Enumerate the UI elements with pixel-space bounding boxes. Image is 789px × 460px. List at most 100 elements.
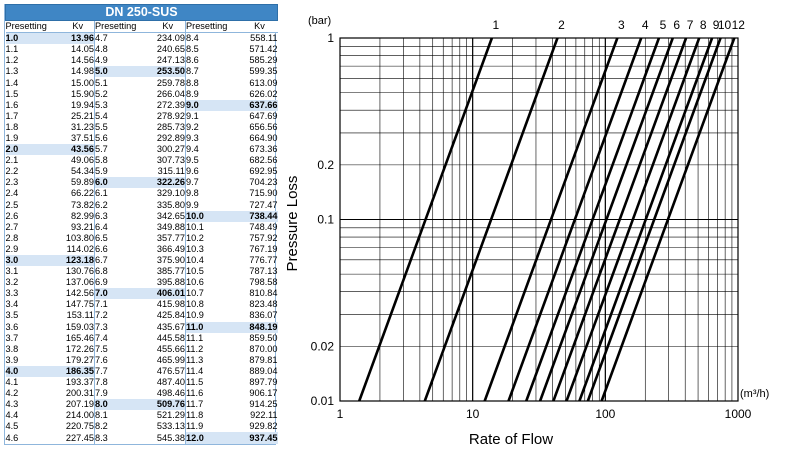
presetting-cell: 6.9 [94,277,151,289]
kv-cell: 165.46 [65,332,94,343]
presetting-cell: 5.8 [94,155,151,167]
kv-cell: 19.94 [71,99,94,110]
presetting-cell: 5.0 [94,66,151,78]
presetting-cell: 11.5 [185,377,242,389]
curve-line-10 [586,37,722,402]
x-tick-label: 100 [595,407,615,421]
kv-cell: 455.66 [156,343,185,354]
kv-header: Kv [61,19,95,34]
y-tick-labels: 1 0.2 0.1 0.02 0.01 [311,31,335,408]
presetting-cell: 7.3 [94,321,151,333]
kv-cell: 738.44 [241,210,278,222]
kv-cell: 509.76 [150,399,186,411]
presetting-cell: 6.0 [94,177,151,189]
curve-label-4: 4 [642,18,649,32]
presetting-cell: 7.5 [94,343,151,355]
curve-line-7 [552,37,688,402]
presetting-cell: 9.5 [185,155,242,167]
kv-cell: 315.11 [157,166,185,177]
presetting-cell: 2.7 [5,221,19,232]
presetting-cell: 3.6 [5,321,19,332]
y-tick-label: 0.2 [317,158,334,172]
table-row: 1.4 15.00 5.1 259.78 8.8 613.09 [6,77,278,89]
kv-cell: 810.84 [249,288,278,299]
kv-cell: 103.80 [65,232,94,243]
kv-cell: 349.88 [156,221,185,232]
presetting-cell: 1.9 [5,132,19,143]
kv-cell: 357.77 [156,232,185,243]
curve-line-9 [578,37,714,402]
presetting-cell: 10.6 [185,277,242,289]
table-row: 4.3 207.19 8.0 509.76 11.7 914.25 [5,399,278,411]
table-row: 1.1 14.05 4.8 240.65 8.5 571.42 [6,44,278,56]
presetting-cell: 5.2 [94,88,151,100]
kv-cell: 545.38 [156,432,185,443]
kv-cell: 757.92 [249,232,278,243]
presetting-cell: 8.8 [185,77,242,89]
presetting-cell: 4.8 [94,44,151,56]
table-row: 2.6 82.99 6.3 342.65 10.0 738.44 [5,210,278,222]
presetting-cell: 11.6 [185,388,242,400]
presetting-cell: 4.3 [5,399,19,410]
table-row: 3.3 142.56 7.0 406.01 10.7 810.84 [5,288,278,300]
kv-cell: 49.06 [71,155,94,166]
curve-label-3: 3 [618,18,625,32]
y-tick-label: 0.02 [311,339,335,353]
presetting-cell: 6.6 [94,243,151,255]
presetting-cell: 7.7 [94,365,151,377]
presetting-cell: 9.8 [185,188,242,200]
kv-cell: 25.21 [71,110,94,121]
kv-cell: 748.49 [249,221,278,232]
kv-cell: 285.73 [156,121,185,132]
kv-cell: 123.18 [61,254,95,267]
presetting-cell: 12.0 [185,432,242,444]
presetting-cell: 2.6 [5,210,19,221]
kv-cell: 59.89 [71,177,94,188]
presetting-cell: 4.9 [94,55,151,67]
kv-cell: 278.92 [156,110,185,121]
kv-cell: 637.66 [241,99,278,111]
kv-cell: 240.65 [156,44,185,55]
presetting-cell: 3.3 [5,288,19,299]
curve-line-6 [538,37,674,402]
presetting-cell: 7.0 [94,288,151,300]
kv-cell: 220.75 [65,421,94,432]
presetting-cell: 3.7 [5,332,19,343]
presetting-cell: 11.9 [185,421,242,433]
presetting-cell: 1.8 [5,121,19,132]
presetting-cell: 3.5 [5,310,19,321]
presetting-cell: 4.2 [5,388,19,399]
presetting-cell: 8.4 [185,32,242,45]
table-row: 1.5 15.90 5.2 266.04 8.9 626.02 [6,88,278,100]
presetting-cell: 1.6 [5,99,19,110]
presetting-cell: 10.2 [185,232,242,244]
presetting-cell: 4.0 [5,365,62,377]
kv-table: DN 250-SUS Presetting Kv Presetting Kv P… [4,4,279,445]
kv-cell: 227.45 [65,432,94,443]
kv-cell: 445.58 [156,332,185,343]
presetting-cell: 10.8 [185,299,242,311]
kv-cell: 54.34 [71,166,94,177]
kv-cell: 322.26 [150,177,186,189]
table-row: 2.8 103.80 6.5 357.77 10.2 757.92 [6,232,278,244]
kv-cell: 31.23 [71,121,94,132]
presetting-cell: 2.1 [5,155,19,166]
kv-cell: 836.07 [249,310,278,321]
table-row: 2.1 49.06 5.8 307.73 9.5 682.56 [5,155,278,167]
presetting-cell: 8.9 [185,88,242,100]
presetting-cell: 11.0 [185,321,242,333]
presetting-cell: 11.3 [185,354,242,366]
kv-cell: 647.69 [249,110,278,121]
kv-cell: 673.36 [249,144,278,155]
kv-cell: 599.35 [249,66,278,77]
kv-cell: 929.82 [249,421,278,432]
table-row: 4.4 214.00 8.1 521.29 11.8 922.11 [6,410,278,422]
presetting-cell: 9.7 [185,177,242,189]
kv-cell: 13.96 [61,32,95,45]
table-body: 1.0 13.96 4.7 234.09 8.4 558.11 1.1 14.05 4.8 240… [5,32,278,444]
kv-cell: 153.11 [66,310,94,321]
y-unit-label: (bar) [308,15,331,27]
curve-label-9: 9 [713,18,720,32]
presetting-cell: 2.5 [5,199,19,210]
table-row: 4.0 186.35 7.7 476.57 11.4 889.04 [5,365,278,377]
